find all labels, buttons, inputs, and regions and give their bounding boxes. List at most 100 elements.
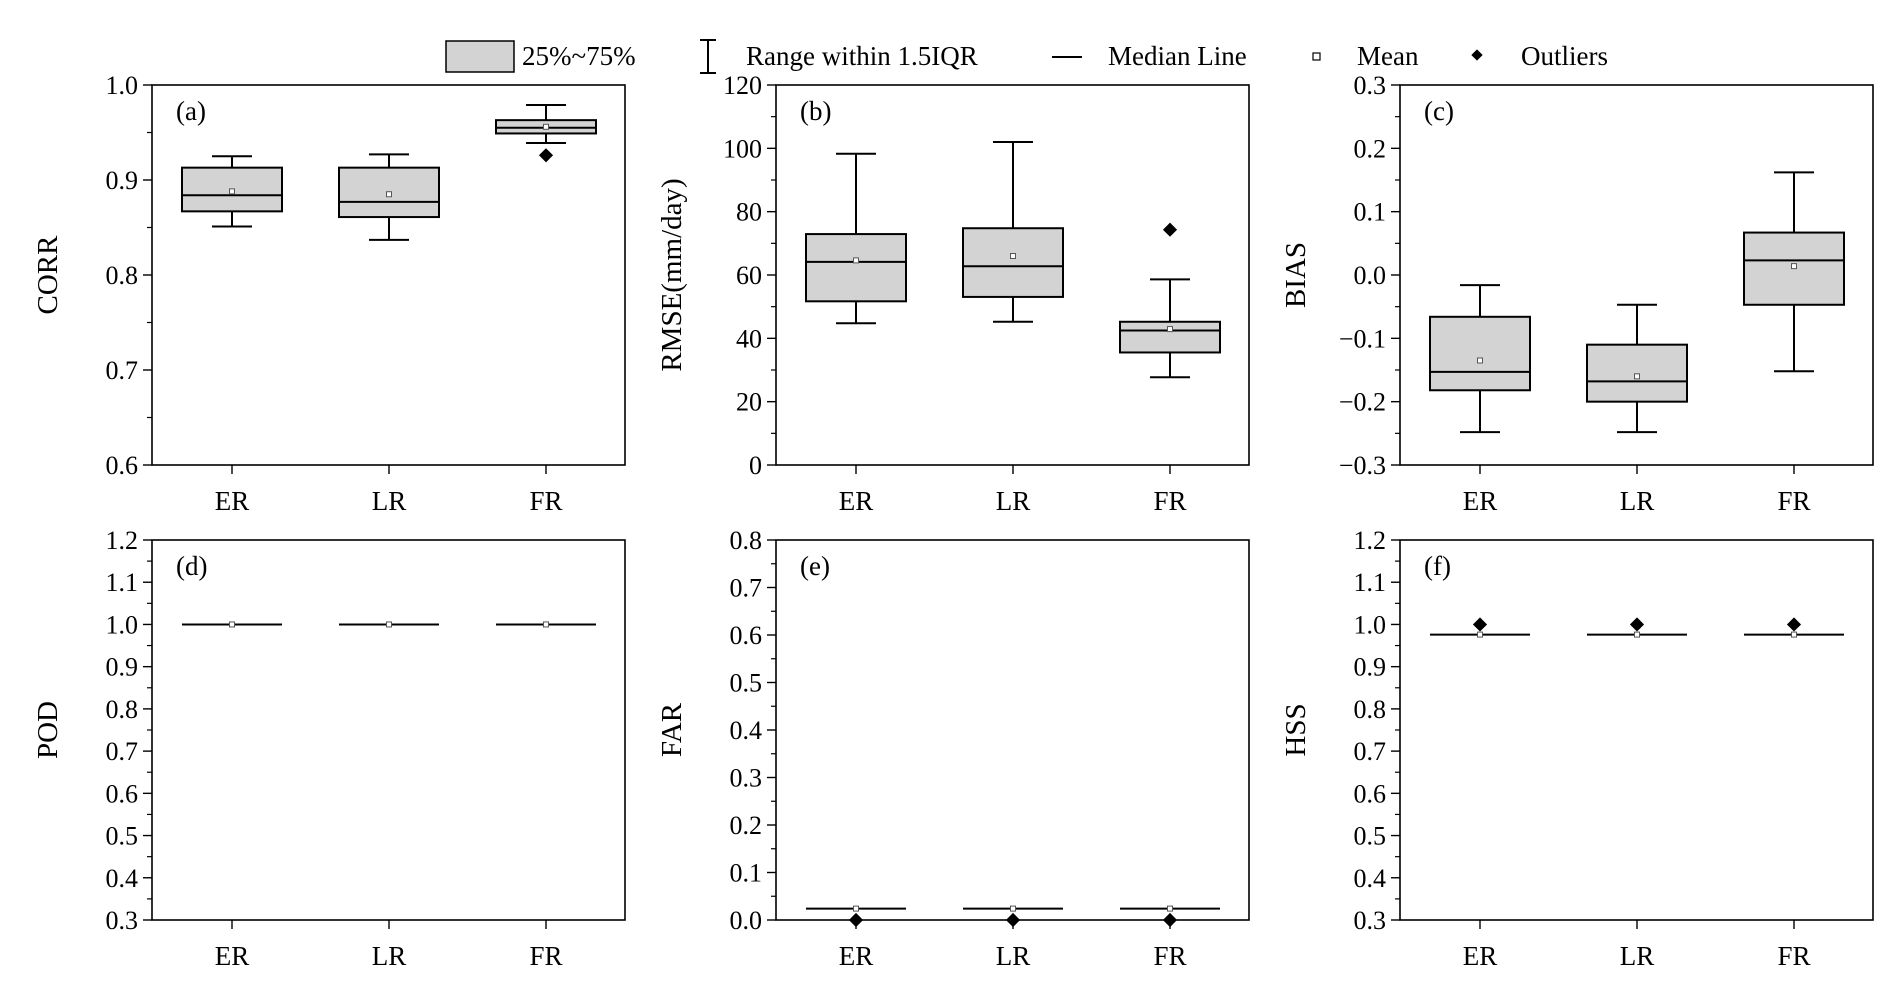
box-er bbox=[805, 152, 907, 325]
y-tick-label: 0.3 bbox=[1354, 71, 1387, 100]
mean-marker bbox=[229, 188, 235, 195]
y-tick-label: 0.1 bbox=[730, 859, 763, 888]
x-tick-label: ER bbox=[215, 486, 250, 516]
box-er bbox=[806, 905, 906, 928]
y-tick-label: 1.0 bbox=[106, 71, 139, 100]
y-tick-label: −0.2 bbox=[1339, 388, 1386, 417]
outlier-marker bbox=[1472, 617, 1488, 632]
outlier-marker bbox=[1005, 912, 1021, 928]
y-tick-label: 40 bbox=[736, 324, 762, 353]
mean-marker bbox=[229, 621, 235, 628]
legend-box-swatch bbox=[445, 40, 515, 73]
y-tick-label: 0.5 bbox=[1354, 822, 1387, 851]
plot-frame bbox=[151, 539, 626, 921]
panel-label: (a) bbox=[176, 96, 206, 126]
panel-label: (f) bbox=[1424, 551, 1451, 581]
y-tick-label: 0.5 bbox=[730, 669, 763, 698]
plot-frame bbox=[775, 539, 1250, 921]
box-er bbox=[182, 621, 282, 628]
y-axis-label: POD bbox=[32, 701, 64, 759]
y-tick-label: 0.0 bbox=[1354, 261, 1387, 290]
iqr-box bbox=[1586, 343, 1688, 403]
panel-label: (c) bbox=[1424, 96, 1454, 126]
y-axis-label: CORR bbox=[32, 235, 64, 315]
iqr-box bbox=[962, 227, 1064, 298]
legend-outlier-label: Outliers bbox=[1521, 41, 1608, 71]
mean-marker bbox=[1791, 263, 1797, 270]
mean-marker bbox=[543, 621, 549, 628]
y-tick-label: 120 bbox=[723, 71, 762, 100]
box-lr bbox=[339, 621, 439, 628]
x-tick-label: ER bbox=[1463, 486, 1498, 516]
x-tick-label: ER bbox=[839, 941, 874, 971]
y-tick-label: 0.9 bbox=[106, 166, 139, 195]
y-tick-label: 0.4 bbox=[1354, 864, 1387, 893]
y-tick-label: 0.6 bbox=[106, 779, 139, 808]
box-fr bbox=[1743, 171, 1845, 373]
box-er bbox=[1429, 284, 1531, 434]
x-tick-label: ER bbox=[839, 486, 874, 516]
y-tick-label: 1.2 bbox=[1354, 526, 1387, 555]
legend-range-icon bbox=[700, 39, 716, 74]
iqr-box bbox=[805, 233, 907, 303]
y-tick-label: 0.2 bbox=[1354, 134, 1387, 163]
x-tick-label: FR bbox=[1777, 486, 1810, 516]
x-tick-label: LR bbox=[372, 486, 407, 516]
x-tick-label: FR bbox=[529, 486, 562, 516]
y-tick-label: 1.0 bbox=[1354, 610, 1387, 639]
y-tick-label: 0.7 bbox=[730, 574, 763, 603]
mean-marker bbox=[386, 621, 392, 628]
y-tick-label: 60 bbox=[736, 261, 762, 290]
box-lr bbox=[1586, 303, 1688, 434]
y-tick-label: 0.4 bbox=[730, 716, 763, 745]
mean-marker bbox=[1167, 326, 1173, 333]
y-tick-label: 0.6 bbox=[730, 621, 763, 650]
y-tick-label: 0.2 bbox=[730, 811, 763, 840]
y-tick-label: 0.4 bbox=[106, 864, 139, 893]
y-tick-label: 0.7 bbox=[106, 356, 139, 385]
y-tick-label: 20 bbox=[736, 388, 762, 417]
x-tick-label: LR bbox=[372, 941, 407, 971]
panel-e: 0.0 0.1 0.2 0.3 0.4 0.5 0.6 0.7 0.8 FAR (e) ER LR FR bbox=[656, 526, 1250, 971]
legend-mean-label: Mean bbox=[1357, 41, 1419, 71]
legend-mean-icon bbox=[1312, 52, 1321, 61]
panel-f: 0.3 0.4 0.5 0.6 0.7 0.8 0.9 1.0 1.1 1.2 HSS (f) ER LR… bbox=[1280, 526, 1874, 971]
y-tick-label: 0.8 bbox=[730, 526, 763, 555]
panel-c: −0.3 −0.2 −0.1 0.0 0.1 0.2 0.3 BIAS (c) ER LR FR bbox=[1280, 71, 1874, 516]
panel-label: (e) bbox=[800, 551, 830, 581]
mean-marker bbox=[1010, 905, 1016, 912]
x-tick-label: LR bbox=[996, 486, 1031, 516]
y-tick-label: 0.3 bbox=[1354, 906, 1387, 935]
box-fr bbox=[496, 621, 596, 628]
y-tick-label: 1.1 bbox=[106, 568, 139, 597]
y-tick-label: 0.0 bbox=[730, 906, 763, 935]
outlier-marker bbox=[1162, 912, 1178, 928]
mean-marker bbox=[1010, 253, 1016, 259]
y-tick-label: 0 bbox=[749, 451, 762, 480]
legend-median-label: Median Line bbox=[1108, 41, 1247, 71]
x-tick-label: FR bbox=[1153, 486, 1186, 516]
outlier-marker bbox=[1786, 617, 1802, 632]
y-tick-label: 0.9 bbox=[1354, 653, 1387, 682]
outlier-marker bbox=[848, 912, 864, 928]
box-fr bbox=[1120, 905, 1220, 928]
y-tick-label: 0.8 bbox=[1354, 695, 1387, 724]
x-tick-label: LR bbox=[1620, 941, 1655, 971]
mean-marker bbox=[1634, 373, 1640, 380]
box-fr bbox=[495, 103, 597, 163]
iqr-box bbox=[1429, 315, 1531, 392]
mean-marker bbox=[1634, 631, 1640, 638]
box-lr bbox=[963, 905, 1063, 928]
legend: 25%~75% Range within 1.5IQR Median Line … bbox=[445, 39, 1608, 74]
legend-outlier-icon bbox=[1471, 49, 1483, 61]
panel-d: 0.3 0.4 0.5 0.6 0.7 0.8 0.9 1.0 1.1 1.2 POD (d) ER LR… bbox=[32, 526, 626, 971]
mean-marker bbox=[1791, 631, 1797, 638]
y-tick-label: 0.7 bbox=[1354, 737, 1387, 766]
y-tick-label: 0.8 bbox=[106, 695, 139, 724]
box-fr bbox=[1744, 617, 1844, 638]
outlier-marker bbox=[1162, 222, 1178, 237]
y-tick-label: 1.1 bbox=[1354, 568, 1387, 597]
y-axis-label: BIAS bbox=[1280, 242, 1312, 308]
y-tick-label: 0.3 bbox=[106, 906, 139, 935]
